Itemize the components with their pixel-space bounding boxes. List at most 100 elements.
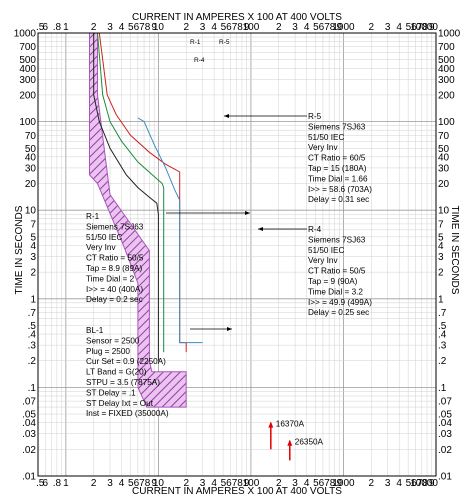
y-tick-label: .7 <box>438 308 447 319</box>
annotation-line: Tap = 8.9 (89A) <box>86 264 142 273</box>
x-tick-label: 9 <box>429 478 435 489</box>
y-tick-label: .1 <box>438 383 447 394</box>
y-tick-label: 1000 <box>14 29 37 40</box>
annotation-line: I>> = 40 (400A) <box>86 285 143 294</box>
breaker-band-layer <box>89 32 187 408</box>
y-tick-label: .5 <box>438 321 447 332</box>
annotation-line: Time Dial = 2 <box>86 274 135 283</box>
series-line-0 <box>93 33 159 361</box>
x-tick-label: 9 <box>429 22 435 33</box>
x-tick-label: 10000 <box>410 22 438 33</box>
y-tick-label: 400 <box>438 64 455 75</box>
y-tick-label: 200 <box>19 90 36 101</box>
annotation-line: Time Dial = 3.2 <box>308 287 363 296</box>
x-tick-label: .8 <box>53 478 62 489</box>
x-tick-label: 10 <box>153 478 165 489</box>
y-tick-label: .05 <box>22 410 36 421</box>
x-tick-label: 10 <box>153 22 165 33</box>
relay-curves-layer <box>93 32 203 361</box>
y-axis-label-right: TIME IN SECONDS <box>449 206 460 295</box>
y-tick-label: .02 <box>22 445 36 456</box>
x-tick-label: 2 <box>276 478 282 489</box>
y-tick-label: 700 <box>19 42 36 53</box>
annotation-line: Very Inv <box>308 256 338 265</box>
y-tick-label: 10 <box>438 206 450 217</box>
annotation-line: LT Band = G(20) <box>86 368 147 377</box>
y-tick-label: .02 <box>438 445 452 456</box>
annotation-line: CT Ratio = 50/5 <box>86 254 144 263</box>
annotation-line: Delay = 0.31 sec <box>308 195 369 204</box>
x-tick-label: 3 <box>107 22 113 33</box>
x-tick-label: 2 <box>183 22 189 33</box>
y-tick-label: .03 <box>438 429 452 440</box>
x-tick-label: 3 <box>292 478 298 489</box>
y-tick-label: 50 <box>25 144 37 155</box>
x-tick-label: 1000 <box>332 22 355 33</box>
annotation-line: Plug = 2500 <box>86 347 130 356</box>
x-tick-label: 5678 <box>406 22 429 33</box>
x-tick-label: 4 <box>304 22 310 33</box>
series-line-1 <box>97 32 165 353</box>
annotation-line: CT Ratio = 60/5 <box>308 154 366 163</box>
x-tick-label: 4 <box>211 22 217 33</box>
annotation-r4: R-4 Siemens 7SJ63 51/50 IEC Very Inv CT Rati… <box>308 225 372 317</box>
annotation-leader-arrow <box>258 227 263 231</box>
fault-marker-arrowhead <box>268 421 274 428</box>
y-tick-label: 4 <box>30 241 36 252</box>
series-line-3 <box>137 117 203 344</box>
annotation-line: Cur Set = 0.9 (2250A) <box>86 357 166 366</box>
x-tick-label: 2 <box>276 22 282 33</box>
annotation-line: ST Delay = .1 <box>86 388 136 397</box>
y-tick-label: 2 <box>30 268 36 279</box>
y-tick-label: 2 <box>438 268 444 279</box>
curve-tag: R-1 <box>190 39 201 46</box>
annotation-line: Time Dial = 1.66 <box>308 174 368 183</box>
y-tick-label: .1 <box>28 383 37 394</box>
y-tick-label: 300 <box>438 75 455 86</box>
x-tick-label: .5 <box>36 22 45 33</box>
annotation-line: Siemens 7SJ63 <box>308 235 366 244</box>
x-tick-label: 9 <box>244 478 250 489</box>
y-axis-label-left: TIME IN SECONDS <box>14 205 25 294</box>
y-tick-label: 200 <box>438 90 455 101</box>
y-tick-label: 70 <box>25 131 37 142</box>
y-tick-label: 3 <box>438 252 444 263</box>
x-tick-label: 9 <box>336 22 342 33</box>
y-tick-label: 5 <box>438 232 444 243</box>
y-tick-label: 10 <box>25 206 37 217</box>
curve-tag: R-5 <box>219 39 230 46</box>
y-tick-label: .01 <box>438 472 452 483</box>
y-tick-label: .03 <box>22 429 36 440</box>
annotation-line: CT Ratio = 50/5 <box>308 267 366 276</box>
annotation-line: 51/50 IEC <box>308 246 344 255</box>
x-tick-label: 4 <box>119 478 125 489</box>
annotation-line: I>> = 58.6 (703A) <box>308 185 372 194</box>
x-tick-label: 2 <box>183 478 189 489</box>
fault-marker-label: 16370A <box>276 420 305 429</box>
x-tick-label: 100 <box>243 22 260 33</box>
x-tick-label: 9 <box>151 478 157 489</box>
annotation-line: Delay = 0.2 sec <box>86 295 143 304</box>
annotation-line: Tap = 15 (180A) <box>308 164 367 173</box>
annotation-line: 51/50 IEC <box>86 233 122 242</box>
y-tick-label: .5 <box>28 321 37 332</box>
y-tick-label: .04 <box>438 418 452 429</box>
annotation-line: STPU = 3.5 (7875A) <box>86 378 160 387</box>
y-tick-label: .01 <box>22 472 36 483</box>
annotation-line: Very Inv <box>86 243 116 252</box>
x-tick-label: 5678 <box>128 478 151 489</box>
y-tick-label: 7 <box>438 219 444 230</box>
y-tick-label: 1 <box>438 294 444 305</box>
x-tick-label: 2 <box>91 478 97 489</box>
y-tick-label: 100 <box>19 117 36 128</box>
annotation-leader-arrow <box>227 327 232 331</box>
x-tick-label: .5 <box>36 478 45 489</box>
annotation-line: Siemens 7SJ63 <box>308 122 366 131</box>
y-tick-label: 100 <box>438 117 455 128</box>
y-tick-label: .2 <box>438 356 447 367</box>
x-tick-label: 3 <box>385 478 391 489</box>
